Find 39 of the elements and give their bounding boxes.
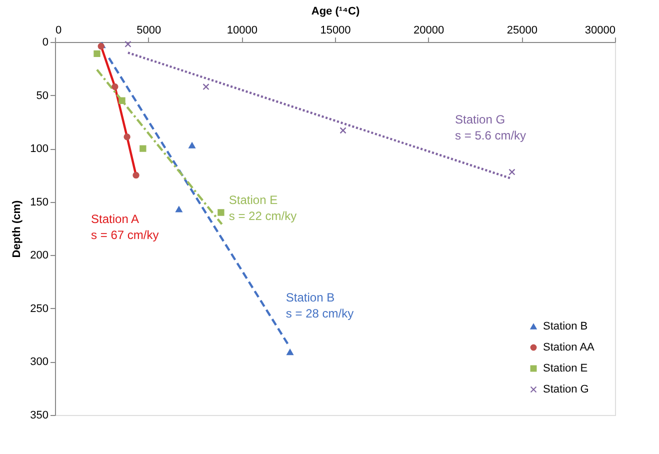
point: [508, 168, 516, 176]
legend-label: Station G: [543, 384, 589, 396]
y-tick-label: 200: [30, 250, 48, 262]
y-tick-label: 350: [30, 410, 48, 422]
point: [218, 209, 224, 216]
point: [112, 83, 118, 90]
point: [286, 349, 294, 356]
x-tick-label: 5000: [136, 24, 162, 36]
y-tick-label: 0: [42, 36, 48, 48]
legend-label: Station AA: [543, 342, 596, 354]
y-tick-label: 300: [30, 356, 48, 368]
y-tick-label: 50: [36, 90, 48, 102]
point: [132, 172, 140, 179]
point: [188, 142, 196, 148]
text: Station A s = 67 cm/ky: [91, 212, 159, 242]
x-tick-label: 10000: [226, 24, 258, 36]
x-axis-title: Age (¹⁴C): [311, 6, 360, 18]
y-tick-label: 250: [30, 302, 48, 315]
point: [176, 206, 182, 212]
series-label: Station E s = 22 cm/ky: [228, 193, 297, 224]
point: [94, 50, 100, 58]
y-tick-label: 150: [30, 196, 48, 208]
point: [202, 83, 210, 90]
point: [340, 127, 346, 134]
x-tick-label: 20000: [414, 24, 444, 36]
point: [124, 134, 130, 140]
legend-label: Station E: [543, 362, 588, 374]
point: [124, 40, 132, 48]
point: [118, 97, 126, 104]
x-tick-label: 15000: [320, 24, 351, 36]
x-tick-label: 25000: [506, 24, 538, 36]
y-axis-title: Depth (cm): [11, 200, 24, 258]
x-tick-label: 30000: [584, 24, 616, 36]
point: [140, 145, 146, 152]
series-label: Station G s = 5.6 cm/ky: [455, 112, 526, 142]
y-tick-label: 100: [30, 143, 48, 156]
x-tick-label: 0: [56, 24, 62, 36]
legend-label: Station B: [543, 320, 588, 332]
series-label: Station B s = 28 cm/ky: [286, 290, 354, 321]
